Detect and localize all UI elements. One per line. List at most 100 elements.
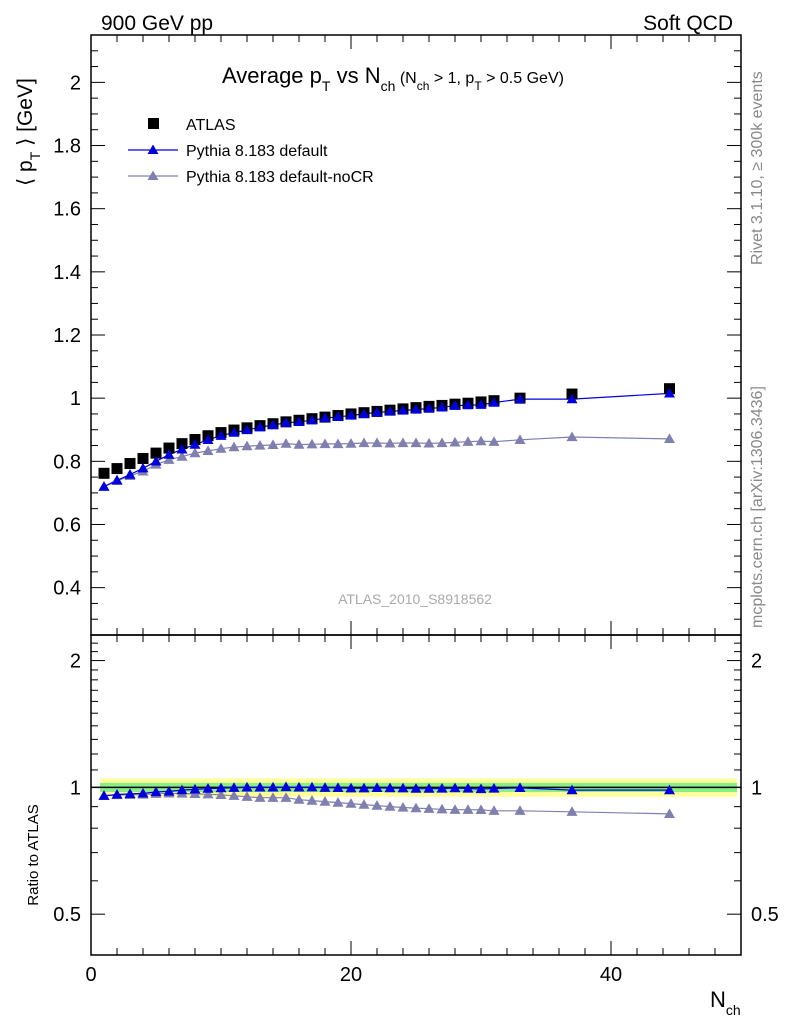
data-point-atlas <box>111 463 123 475</box>
data-point-nocr <box>306 438 318 449</box>
ratio-point-default <box>436 782 448 793</box>
data-point-default <box>176 443 188 454</box>
data-point-nocr <box>176 451 188 461</box>
legend-label-atlas: ATLAS <box>186 117 236 134</box>
ratio-point-default <box>202 783 214 793</box>
ratio-point-nocr <box>280 792 292 802</box>
ratio-point-default <box>449 782 461 793</box>
chart-title: Average pT vs Nch (Nch > 1, pT > 0.5 GeV… <box>222 63 564 94</box>
ylabel-pre: ⟨ p <box>14 160 37 186</box>
title-main-sub: T <box>322 78 331 94</box>
x-tick-label: 20 <box>340 964 362 986</box>
data-point-nocr <box>241 440 253 451</box>
data-point-default <box>215 430 227 440</box>
data-point-nocr <box>397 437 409 448</box>
ratio-point-nocr <box>332 797 344 807</box>
ratio-point-default <box>98 790 110 800</box>
data-point-default <box>436 401 448 412</box>
y-tick-label: 1.8 <box>53 136 81 158</box>
ratio-point-default <box>397 782 409 793</box>
data-point-default <box>397 404 409 415</box>
y-tick-label: 0.4 <box>53 578 81 600</box>
y-tick-label: 1.4 <box>53 262 81 284</box>
legend-marker-default <box>147 144 159 154</box>
legend-marker-nocr <box>147 170 159 180</box>
legend-marker-atlas <box>148 118 159 129</box>
axes: 0 20 40 0.4 0.6 0.8 1 1.2 1.4 1.6 1.8 2 0.5 0.5 1 1 2 2 <box>53 34 779 986</box>
data-point-default <box>319 412 331 423</box>
title-main: Average p <box>222 63 322 88</box>
ratio-point-nocr <box>423 803 435 813</box>
data-point-default <box>566 393 578 404</box>
data-point-default <box>280 417 292 427</box>
ratio-point-default <box>345 782 357 793</box>
data-point-nocr <box>462 436 474 446</box>
y-axis-label: ⟨ pT ⟩ [GeV] <box>14 78 43 186</box>
data-point-nocr <box>345 438 357 448</box>
rivet-label: Rivet 3.1.10, ≥ 300k events <box>749 71 766 265</box>
data-point-default <box>150 455 162 466</box>
data-point-default <box>664 387 675 398</box>
data-point-default <box>228 427 240 437</box>
x-axis-label: Nch <box>710 987 741 1018</box>
ratio-point-default <box>228 782 240 792</box>
ratio-line-nocr <box>103 792 670 815</box>
data-point-default <box>410 404 422 414</box>
data-point-nocr <box>488 436 500 446</box>
y-tick-label: 1.2 <box>53 325 81 347</box>
ratio-y-tick-label-left: 0.5 <box>53 904 81 926</box>
data-point-default <box>475 399 487 409</box>
data-point-nocr <box>514 434 526 444</box>
ratio-point-nocr <box>228 790 240 800</box>
data-point-default <box>124 469 136 479</box>
ratio-point-nocr <box>462 804 474 814</box>
ratio-point-default <box>371 782 383 793</box>
ratio-point-nocr <box>358 799 370 809</box>
data-point-default <box>267 419 279 430</box>
ylabel-post: ⟩ [GeV] <box>14 78 37 152</box>
ratio-y-tick-label-left: 1 <box>70 777 81 799</box>
data-point-default <box>306 414 318 425</box>
data-point-nocr <box>332 438 344 449</box>
data-point-default <box>202 434 214 444</box>
data-point-nocr <box>475 435 487 446</box>
series-line-nocr <box>103 436 670 488</box>
ratio-y-tick-label-right: 1 <box>751 777 762 799</box>
ratio-point-default <box>189 783 201 794</box>
ratio-point-nocr <box>215 789 227 799</box>
ratio-point-nocr <box>202 788 214 799</box>
ratio-point-nocr <box>397 801 409 812</box>
ratio-point-nocr <box>410 802 422 813</box>
data-point-default <box>488 397 500 407</box>
ratio-point-nocr <box>449 804 461 814</box>
data-point-atlas <box>98 467 110 479</box>
ratio-point-nocr <box>566 806 578 816</box>
ratio-point-default <box>124 788 136 799</box>
header-left: 900 GeV pp <box>101 12 213 35</box>
ratio-panel-data <box>98 781 675 819</box>
data-point-default <box>345 410 357 420</box>
data-point-default <box>332 411 344 421</box>
data-point-atlas <box>176 438 188 450</box>
data-point-nocr <box>319 438 331 449</box>
main-panel-data <box>98 383 675 491</box>
y-tick-label: 0.8 <box>53 451 81 473</box>
ratio-line-default <box>103 786 670 797</box>
ratio-point-default <box>514 782 526 793</box>
data-point-atlas <box>150 447 162 459</box>
legend: ATLAS Pythia 8.183 default Pythia 8.183 … <box>128 117 374 186</box>
data-point-atlas <box>137 452 149 464</box>
ratio-point-default <box>306 781 318 792</box>
ratio-point-nocr <box>514 805 526 815</box>
data-point-nocr <box>449 436 461 447</box>
data-point-nocr <box>384 437 396 448</box>
data-point-default <box>449 400 461 410</box>
ratio-y-tick-label-left: 2 <box>70 651 81 673</box>
data-point-default <box>163 449 175 459</box>
ratio-point-default <box>215 782 227 793</box>
data-point-nocr <box>410 437 422 448</box>
ylabel-sub: T <box>27 151 43 160</box>
ratio-point-nocr <box>306 795 318 805</box>
data-point-default <box>111 474 123 485</box>
xlabel-sub: ch <box>726 1002 741 1018</box>
